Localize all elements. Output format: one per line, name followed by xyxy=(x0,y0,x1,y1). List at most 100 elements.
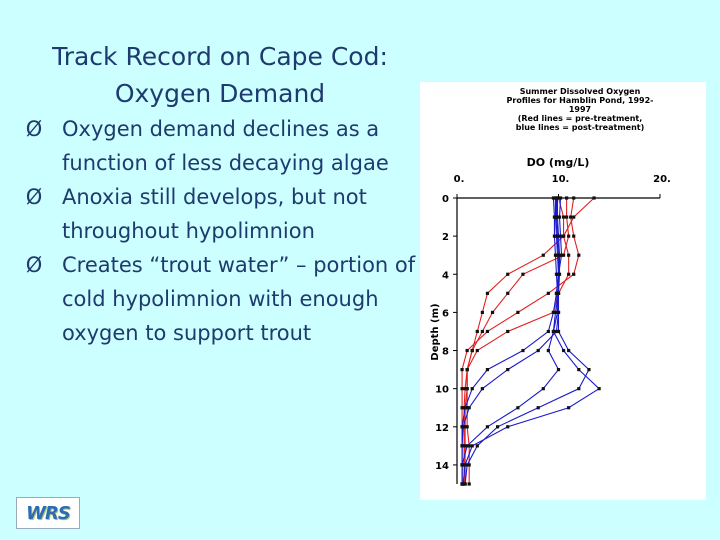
chart-title-line: 1997 xyxy=(569,105,591,114)
profile-point xyxy=(485,329,490,334)
profile-point xyxy=(592,196,596,200)
y-axis-label: Depth (m) xyxy=(430,303,441,360)
slide-title-line-1: Track Record on Cape Cod: xyxy=(52,42,388,71)
profile-point xyxy=(465,368,469,372)
profile-point xyxy=(556,291,561,295)
profile-point xyxy=(475,329,479,334)
y-tick-label: 2 xyxy=(442,232,449,243)
profile-point xyxy=(555,215,560,219)
profile-point xyxy=(557,253,562,257)
profile-point xyxy=(561,253,566,257)
profile-point xyxy=(463,482,467,486)
profile-point xyxy=(480,310,484,314)
profile-point xyxy=(551,196,556,200)
do-profile-figure: Summer Dissolved Oxygen Profiles for Hamb… xyxy=(420,82,706,500)
profile-point xyxy=(557,215,562,219)
profile-point xyxy=(490,310,495,314)
profile-point xyxy=(536,406,540,410)
profile-point xyxy=(506,291,510,295)
x-tick-label: 10. xyxy=(552,174,570,185)
profile-point xyxy=(577,387,581,391)
profile-point xyxy=(516,406,520,410)
profile-line-post-treatment xyxy=(464,197,590,485)
profile-point xyxy=(506,272,510,276)
bullet-item: Ø Creates “trout water” – portion of col… xyxy=(22,248,422,350)
bullet-item: Ø Anoxia still develops, but not through… xyxy=(22,180,422,248)
profile-line-pre-treatment xyxy=(464,197,595,484)
profile-point xyxy=(554,329,559,334)
profile-point xyxy=(480,329,484,334)
profile-point xyxy=(554,272,559,276)
profile-point xyxy=(521,348,525,353)
profile-point xyxy=(541,387,545,391)
profile-point xyxy=(553,253,558,257)
x-tick-label: 0. xyxy=(454,174,465,185)
profile-point xyxy=(467,463,471,467)
y-tick-label: 10 xyxy=(435,385,449,396)
profile-point xyxy=(546,291,550,295)
profile-point xyxy=(470,444,474,448)
profile-point xyxy=(561,215,566,219)
y-tick-label: 12 xyxy=(435,423,449,434)
profile-point xyxy=(463,406,467,410)
profile-point xyxy=(553,196,558,200)
profile-point xyxy=(565,196,569,200)
chart-title-line: blue lines = post-treatment) xyxy=(516,123,645,132)
profile-point xyxy=(572,215,576,219)
profile-point xyxy=(556,310,561,314)
arrow-bullet-icon: Ø xyxy=(25,253,43,277)
profile-point xyxy=(561,348,566,353)
profile-point xyxy=(556,272,561,276)
profile-point xyxy=(577,253,581,257)
profile-point xyxy=(567,234,571,238)
profile-point xyxy=(485,368,490,372)
profile-point xyxy=(572,272,576,276)
profile-point xyxy=(546,329,550,334)
bullet-list: Ø Oxygen demand declines as a function o… xyxy=(22,112,422,350)
profile-point xyxy=(567,272,571,276)
profile-point xyxy=(460,463,464,467)
bullet-item: Ø Oxygen demand declines as a function o… xyxy=(22,112,422,180)
profile-point xyxy=(465,348,469,353)
profile-line-pre-treatment xyxy=(466,197,570,484)
slide-title-line-2: Oxygen Demand xyxy=(114,79,326,108)
profile-point xyxy=(556,368,561,372)
profile-point xyxy=(467,482,471,486)
profile-line-post-treatment xyxy=(461,198,560,484)
profile-point xyxy=(475,444,479,448)
profile-line-post-treatment xyxy=(461,198,561,484)
profile-point xyxy=(553,215,558,219)
profile-point xyxy=(460,444,464,448)
profile-point xyxy=(541,253,545,257)
profile-point xyxy=(536,348,540,353)
profile-point xyxy=(516,310,520,314)
profile-point xyxy=(587,368,591,372)
profile-line-post-treatment xyxy=(462,197,600,485)
chart-title-line: Summer Dissolved Oxygen xyxy=(520,87,641,96)
profile-point xyxy=(465,406,469,410)
profile-point xyxy=(597,387,601,391)
profile-point xyxy=(567,348,571,353)
profile-point xyxy=(506,368,510,372)
profile-point xyxy=(460,482,464,486)
profile-point xyxy=(496,425,500,429)
profile-point xyxy=(551,310,556,314)
profile-point xyxy=(485,291,490,295)
profile-point xyxy=(572,234,576,238)
profile-point xyxy=(506,425,510,429)
x-axis-label: DO (mg/L) xyxy=(527,156,590,169)
profile-line-pre-treatment xyxy=(463,198,570,484)
bullet-text: Creates “trout water” – portion of cold … xyxy=(62,253,416,345)
profile-point xyxy=(462,444,466,448)
arrow-bullet-icon: Ø xyxy=(25,117,43,141)
profile-point xyxy=(470,348,474,353)
profile-point xyxy=(463,387,467,391)
profile-point xyxy=(467,444,471,448)
profile-point xyxy=(558,234,563,238)
profile-point xyxy=(554,234,559,238)
profile-point xyxy=(553,310,558,314)
profile-point xyxy=(565,215,569,219)
profile-point xyxy=(551,329,556,334)
profile-point xyxy=(461,425,465,429)
